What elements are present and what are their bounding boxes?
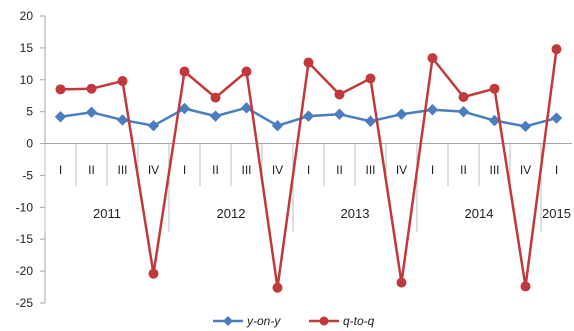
y-tick-label: -10 [16,200,34,214]
x-tick-label-quarter: IV [396,163,407,177]
y-tick-label: 15 [20,41,34,55]
data-point-y-on-y [488,114,501,127]
data-point-y-on-y [395,108,408,120]
series-layer [54,44,563,293]
data-point-q-to-q [86,83,97,94]
x-tick-label-quarter: II [460,163,467,177]
data-point-q-to-q [396,277,407,288]
x-tick-label-quarter: II [336,163,343,177]
data-point-y-on-y [550,112,563,124]
x-tick-label-quarter: II [88,163,95,177]
x-tick-label-quarter: I [431,163,434,177]
x-tick-label-quarter: I [59,163,62,177]
x-tick-label-quarter: IV [520,163,531,177]
y-tick-label: 5 [26,105,33,119]
data-point-q-to-q [117,76,128,87]
x-tick-label-year: 2013 [341,206,370,221]
x-tick-label-quarter: III [489,163,499,177]
data-point-q-to-q [55,84,66,95]
data-point-y-on-y [333,108,346,120]
y-tick-label: -25 [16,296,34,310]
data-point-q-to-q [365,73,376,84]
data-point-q-to-q [303,57,314,68]
data-point-q-to-q [241,66,252,77]
y-tick-label: 0 [26,137,33,151]
data-point-q-to-q [520,281,531,292]
data-point-y-on-y [85,106,98,119]
data-point-y-on-y [426,104,439,116]
data-point-y-on-y [178,102,191,115]
legend-label-y-on-y: y-on-y [246,314,281,328]
y-tick-label: 10 [20,73,34,87]
x-tick-label-year: 2015 [542,206,571,221]
data-point-y-on-y [116,114,129,126]
x-tick-label-quarter: II [212,163,219,177]
x-tick-label-quarter: I [555,163,558,177]
data-point-y-on-y [457,105,470,118]
data-point-q-to-q [458,91,469,102]
x-tick-label-year: 2014 [465,206,494,221]
legend-label-q-to-q: q-to-q [343,314,375,328]
x-tick-label-quarter: I [183,163,186,177]
data-point-y-on-y [240,102,253,114]
y-tick-label: -15 [16,232,34,246]
x-tick-label-quarter: IV [272,163,283,177]
x-tick-label-year: 2011 [93,206,121,221]
x-tick-label-quarter: III [365,163,375,177]
legend: y-on-y q-to-q [213,314,375,328]
data-point-q-to-q [334,89,345,100]
data-point-q-to-q [179,66,190,77]
x-tick-label-quarter: III [117,163,127,177]
x-tick-label-quarter: IV [148,163,159,177]
data-point-q-to-q [148,268,159,279]
x-tick-label-year: 2012 [217,206,246,221]
legend-marker-q-to-q [319,316,329,326]
data-point-q-to-q [427,53,438,64]
x-tick-label-quarter: III [241,163,251,177]
data-point-y-on-y [147,119,160,132]
legend-marker-y-on-y [223,316,233,326]
x-tick-label-quarter: I [307,163,310,177]
data-point-y-on-y [302,110,315,122]
data-point-y-on-y [519,120,532,133]
data-point-q-to-q [551,44,562,55]
y-tick-label: 20 [20,9,34,23]
data-point-q-to-q [489,83,500,94]
data-point-y-on-y [209,110,222,122]
data-point-y-on-y [271,119,284,132]
y-tick-label: -5 [22,168,33,182]
data-point-y-on-y [54,111,67,123]
data-point-y-on-y [364,115,377,127]
data-point-q-to-q [210,92,221,103]
y-tick-label: -20 [16,264,34,278]
data-point-q-to-q [272,282,283,293]
